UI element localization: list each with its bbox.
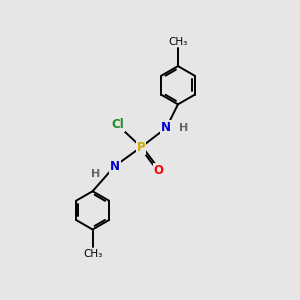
Text: CH₃: CH₃ (83, 249, 102, 259)
Text: N: N (110, 160, 120, 173)
Text: CH₃: CH₃ (168, 37, 188, 47)
Text: P: P (137, 141, 146, 154)
Text: H: H (179, 123, 188, 133)
Text: N: N (161, 122, 171, 134)
Text: Cl: Cl (111, 118, 124, 131)
Text: O: O (154, 164, 164, 177)
Text: H: H (91, 169, 100, 178)
